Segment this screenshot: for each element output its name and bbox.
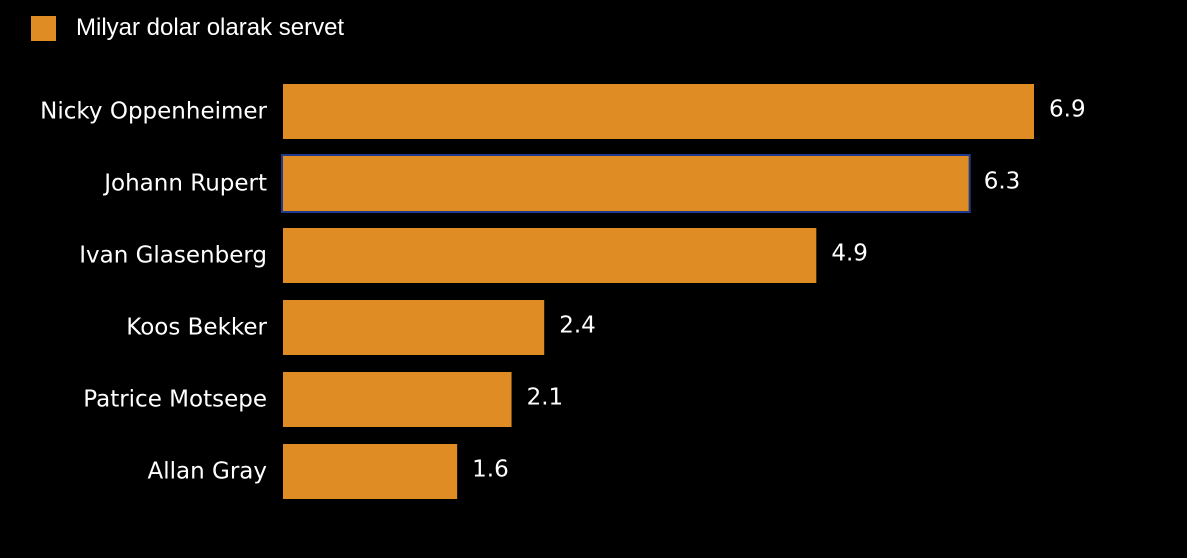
legend-swatch [31, 15, 56, 41]
value-label: 1.6 [472, 457, 509, 483]
category-label: Allan Gray [148, 459, 267, 485]
value-label: 6.3 [984, 169, 1021, 195]
category-label: Nicky Oppenheimer [40, 99, 267, 125]
bar-patrice-motsepe [283, 372, 512, 427]
value-label: 4.9 [831, 241, 868, 267]
bar-nicky-oppenheimer [283, 84, 1034, 139]
value-label: 2.4 [559, 313, 596, 339]
bar-highlight-outline [281, 154, 971, 213]
bar-johann-rupert [283, 156, 969, 211]
legend-label: Milyar dolar olarak servet [76, 14, 345, 41]
category-label: Patrice Motsepe [83, 387, 267, 413]
bar-koos-bekker [283, 300, 545, 355]
category-label: Ivan Glasenberg [79, 243, 267, 269]
category-label: Johann Rupert [102, 171, 267, 197]
category-label: Koos Bekker [126, 315, 267, 341]
chart-legend: Milyar dolar olarak servet [31, 14, 344, 42]
bar-allan-gray [283, 444, 458, 499]
bar-ivan-glasenberg [283, 228, 817, 283]
value-label: 6.9 [1049, 97, 1086, 123]
value-label: 2.1 [527, 385, 564, 411]
